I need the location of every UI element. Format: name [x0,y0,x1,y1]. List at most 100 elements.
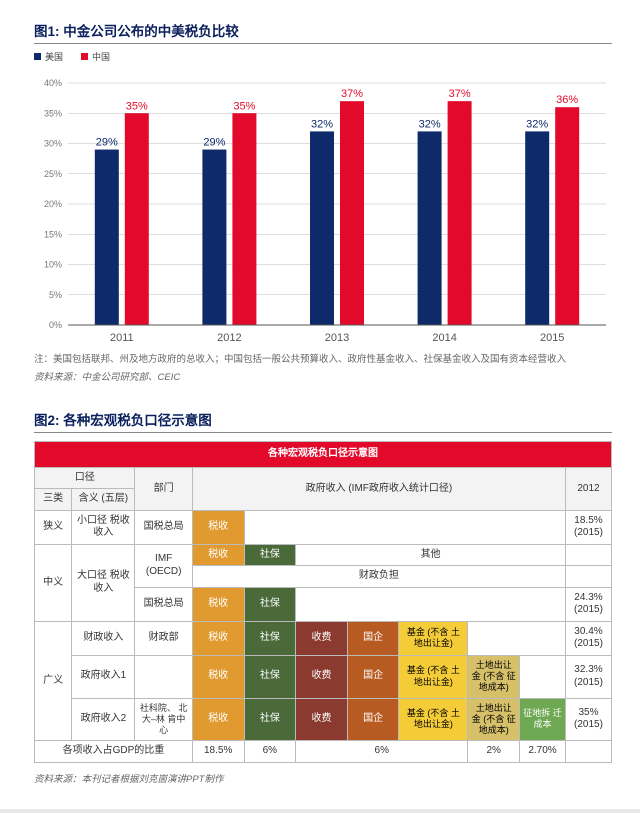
row-broad-1: 广义 财政收入 财政部 税收 社保 收费 国企 基金 (不含 土地出让金) 30… [35,621,612,655]
gdp-label: 各项收入占GDP的比重 [35,741,193,763]
legend-china-label: 中国 [92,50,110,63]
gdp-v4: 2% [468,741,520,763]
col-gov-income: 政府收入 (IMF政府收入统计口径) [192,467,565,510]
row-mid-1: 中义 大口径 税收收入 IMF (OECD) 税收 社保 其他 [35,544,612,566]
broad1-hanyi: 财政收入 [72,621,135,655]
mid-dept1: IMF (OECD) [135,544,192,587]
col-sanlei: 三类 [35,489,72,511]
broad-name: 广义 [35,621,72,741]
svg-text:0%: 0% [49,320,62,330]
svg-text:10%: 10% [44,260,62,270]
row-gdp: 各项收入占GDP的比重 18.5% 6% 6% 2% 2.70% [35,741,612,763]
mid3-val: 24.3% (2015) [565,587,611,621]
fig1: 图1: 中金公司公布的中美税负比较 美国 中国 0%5%10%15%20%25%… [34,20,612,383]
broad1-fee: 收费 [296,621,348,655]
fig1-title: 图1: 中金公司公布的中美税负比较 [34,20,612,44]
broad2-dept [135,655,192,698]
broad2-fund: 基金 (不含 土地出让金) [399,655,468,698]
svg-text:25%: 25% [44,169,62,179]
svg-text:37%: 37% [341,88,363,100]
broad2-blank [520,655,566,698]
svg-text:2012: 2012 [217,332,241,344]
gdp-v1: 18.5% [192,741,244,763]
svg-text:37%: 37% [449,88,471,100]
row-narrow: 狭义 小口径 税收收入 国税总局 税收 18.5% (2015) [35,510,612,544]
row-broad-2: 政府收入1 税收 社保 收费 国企 基金 (不含 土地出让金) 土地出让 金 (… [35,655,612,698]
fig1-legend: 美国 中国 [34,50,612,63]
narrow-hanyi: 小口径 税收收入 [72,510,135,544]
col-dept: 部门 [135,467,192,510]
mid3-dept: 国税总局 [135,587,192,621]
mid-hanyi: 大口径 税收收入 [72,544,135,621]
broad2-tax: 税收 [192,655,244,698]
svg-text:2013: 2013 [325,332,349,344]
broad2-soe: 国企 [347,655,399,698]
gdp-blank [565,741,611,763]
mid1-val [565,544,611,566]
tax-table: 各种宏观税负口径示意图 口径 部门 政府收入 (IMF政府收入统计口径) 201… [34,441,612,763]
row-broad-3: 政府收入2 社科院、 北大–林 肯中心 税收 社保 收费 国企 基金 (不含 土… [35,698,612,741]
mid3-blank [296,587,566,621]
legend-usa-label: 美国 [45,50,63,63]
fig2: 图2: 各种宏观税负口径示意图 各种宏观税负口径示意图 口径 部门 政府收入 (… [34,409,612,785]
broad2-hanyi: 政府收入1 [72,655,135,698]
narrow-blank [244,510,565,544]
mid1-soc: 社保 [244,544,296,566]
mid3-soc: 社保 [244,587,296,621]
narrow-name: 狭义 [35,510,72,544]
narrow-dept: 国税总局 [135,510,192,544]
narrow-tax: 税收 [192,510,244,544]
broad3-soc: 社保 [244,698,296,741]
broad3-fee: 收费 [296,698,348,741]
svg-text:5%: 5% [49,290,62,300]
gdp-v2: 6% [244,741,296,763]
swatch-usa [34,53,41,60]
svg-text:2014: 2014 [432,332,456,344]
mid3-tax: 税收 [192,587,244,621]
swatch-china [81,53,88,60]
broad1-soc: 社保 [244,621,296,655]
gdp-v3: 6% [296,741,468,763]
chart-area: 0%5%10%15%20%25%30%35%40%29%35%201129%35… [34,69,612,349]
svg-text:35%: 35% [233,100,255,112]
svg-text:29%: 29% [203,137,225,149]
col-year: 2012 [565,467,611,510]
mid1-tax: 税收 [192,544,244,566]
svg-text:36%: 36% [556,94,578,106]
broad2-soc: 社保 [244,655,296,698]
svg-text:32%: 32% [419,118,441,130]
fig1-note: 注：美国包括联邦、州及地方政府的总收入；中国包括一般公共预算收入、政府性基金收入… [34,353,612,367]
gdp-v5: 2.70% [520,741,566,763]
broad1-tax: 税收 [192,621,244,655]
page: 图1: 中金公司公布的中美税负比较 美国 中国 0%5%10%15%20%25%… [0,0,640,809]
col-caliber: 口径 [35,467,135,489]
bar-chart: 0%5%10%15%20%25%30%35%40%29%35%201129%35… [34,69,612,349]
fig2-title: 图2: 各种宏观税负口径示意图 [34,409,612,433]
fig2-source: 资料来源：本刊记者根据刘克崮演讲PPT制作 [34,771,612,785]
svg-text:29%: 29% [96,137,118,149]
mid1-other: 其他 [296,544,566,566]
svg-text:2015: 2015 [540,332,564,344]
broad1-dept: 财政部 [135,621,192,655]
broad3-dept: 社科院、 北大–林 肯中心 [135,698,192,741]
svg-text:20%: 20% [44,199,62,209]
svg-text:32%: 32% [526,118,548,130]
broad2-land: 土地出让 金 (不含 征地成本) [468,655,520,698]
mid2-val [565,566,611,588]
broad2-fee: 收费 [296,655,348,698]
col-hanyi: 含义 (五层) [72,489,135,511]
broad2-val: 32.3% (2015) [565,655,611,698]
legend-usa: 美国 [34,50,63,63]
table-wrap: 各种宏观税负口径示意图 口径 部门 政府收入 (IMF政府收入统计口径) 201… [34,441,612,763]
broad3-val: 35% (2015) [565,698,611,741]
broad1-soe: 国企 [347,621,399,655]
svg-text:30%: 30% [44,139,62,149]
legend-china: 中国 [81,50,110,63]
broad3-fund: 基金 (不含 土地出让金) [399,698,468,741]
mid-name: 中义 [35,544,72,621]
table-title: 各种宏观税负口径示意图 [35,442,612,468]
mid2-burden: 财政负担 [192,566,565,588]
svg-text:32%: 32% [311,118,333,130]
svg-text:35%: 35% [44,108,62,118]
fig1-source: 资料来源：中金公司研究部、CEIC [34,369,612,383]
